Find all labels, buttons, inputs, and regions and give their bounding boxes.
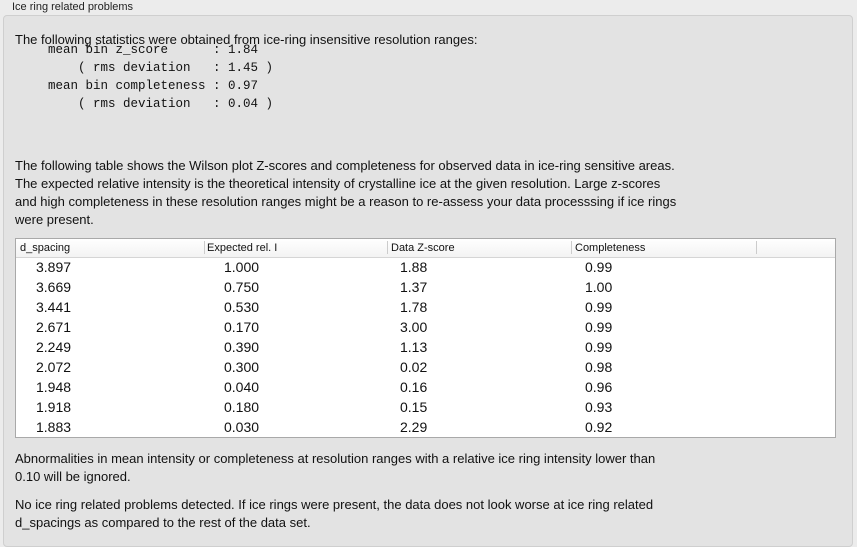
table-cell: 3.669	[36, 279, 72, 295]
column-separator[interactable]	[571, 241, 572, 254]
table-cell: 2.29	[400, 419, 428, 435]
table-cell: 0.16	[400, 379, 428, 395]
table-cell: 3.00	[400, 319, 428, 335]
table-cell: 0.92	[585, 419, 613, 435]
table-cell: 0.030	[224, 419, 260, 435]
table-cell: 2.249	[36, 339, 72, 355]
table-cell: 0.99	[585, 259, 613, 275]
table-cell: 1.13	[400, 339, 428, 355]
intro-text: The following statistics were obtained f…	[15, 32, 478, 47]
conclusion-line: No ice ring related problems detected. I…	[15, 497, 654, 512]
table-cell: 0.750	[224, 279, 260, 295]
column-separator[interactable]	[204, 241, 205, 254]
table-cell: 2.072	[36, 359, 72, 375]
table-cell: 1.918	[36, 399, 72, 415]
table-row[interactable]: 2.671 0.170 3.00 0.99	[16, 318, 835, 338]
column-separator[interactable]	[387, 241, 388, 254]
table-cell: 0.390	[224, 339, 260, 355]
table-cell: 0.15	[400, 399, 428, 415]
ice-ring-table[interactable]: d_spacing Expected rel. I Data Z-score C…	[15, 238, 836, 438]
table-cell: 3.441	[36, 299, 72, 315]
table-row[interactable]: 2.249 0.390 1.13 0.99	[16, 338, 835, 358]
table-cell: 0.96	[585, 379, 613, 395]
table-cell: 0.530	[224, 299, 260, 315]
table-header: d_spacing Expected rel. I Data Z-score C…	[16, 239, 835, 258]
table-row[interactable]: 3.897 1.000 1.88 0.99	[16, 258, 835, 278]
conclusion-line: d_spacings as compared to the rest of th…	[15, 515, 311, 530]
table-cell: 0.180	[224, 399, 260, 415]
table-cell: 1.000	[224, 259, 260, 275]
table-cell: 0.93	[585, 399, 613, 415]
description-line: and high completeness in these resolutio…	[15, 194, 677, 209]
table-row[interactable]: 2.072 0.300 0.02 0.98	[16, 358, 835, 378]
table-cell: 1.00	[585, 279, 613, 295]
table-cell: 1.88	[400, 259, 428, 275]
table-cell: 1.37	[400, 279, 428, 295]
column-header-expected-rel-i[interactable]: Expected rel. I	[207, 242, 278, 254]
table-body: 3.897 1.000 1.88 0.99 3.669 0.750 1.37 1.00 3.44…	[16, 258, 835, 438]
table-cell: 0.99	[585, 319, 613, 335]
table-row[interactable]: 1.948 0.040 0.16 0.96	[16, 378, 835, 398]
table-cell: 0.98	[585, 359, 613, 375]
table-cell: 0.300	[224, 359, 260, 375]
table-cell: 1.948	[36, 379, 72, 395]
table-row[interactable]: 1.918 0.180 0.15 0.93	[16, 398, 835, 418]
table-cell: 0.170	[224, 319, 260, 335]
table-cell: 1.78	[400, 299, 428, 315]
note-line: 0.10 will be ignored.	[15, 469, 131, 484]
column-header-d-spacing[interactable]: d_spacing	[20, 242, 71, 254]
table-row[interactable]: 1.883 0.030 2.29 0.92	[16, 418, 835, 438]
group-title: Ice ring related problems	[12, 1, 134, 13]
stats-block: mean bin z_score : 1.84 ( rms deviation …	[48, 43, 274, 111]
table-cell: 0.040	[224, 379, 260, 395]
column-header-data-z-score[interactable]: Data Z-score	[391, 242, 455, 254]
description-line: The following table shows the Wilson plo…	[15, 158, 675, 173]
table-cell: 1.883	[36, 419, 72, 435]
column-header-completeness[interactable]: Completeness	[575, 242, 646, 254]
description-line: were present.	[15, 212, 94, 227]
table-cell: 0.99	[585, 339, 613, 355]
table-row[interactable]: 3.669 0.750 1.37 1.00	[16, 278, 835, 298]
table-cell: 3.897	[36, 259, 72, 275]
table-row[interactable]: 3.441 0.530 1.78 0.99	[16, 298, 835, 318]
table-cell: 2.671	[36, 319, 72, 335]
table-cell: 0.99	[585, 299, 613, 315]
table-cell: 0.02	[400, 359, 428, 375]
description-line: The expected relative intensity is the t…	[15, 176, 661, 191]
column-separator[interactable]	[756, 241, 757, 254]
note-line: Abnormalities in mean intensity or compl…	[15, 451, 656, 466]
